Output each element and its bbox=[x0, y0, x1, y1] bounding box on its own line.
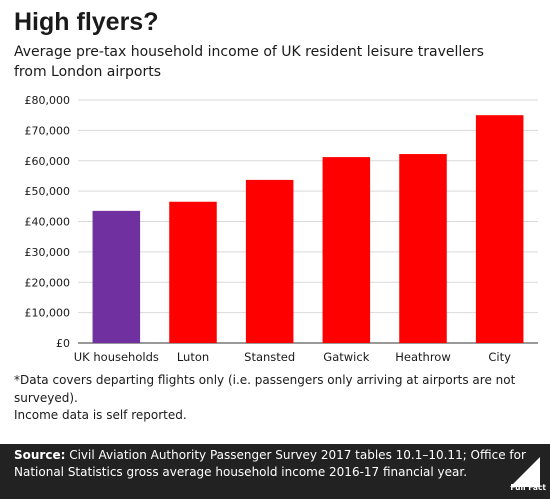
y-tick-label: £10,000 bbox=[25, 307, 71, 320]
source-line-1: Civil Aviation Authority Passenger Surve… bbox=[65, 448, 526, 462]
subtitle-line: Average pre-tax household income of UK r… bbox=[14, 44, 484, 60]
y-tick-label: £60,000 bbox=[25, 155, 71, 168]
source-text: Source: Civil Aviation Authority Passeng… bbox=[14, 447, 526, 481]
y-tick-label: £50,000 bbox=[25, 185, 71, 198]
chart-subtitle: Average pre-tax household income of UK r… bbox=[14, 42, 534, 82]
note-line: Income data is self reported. bbox=[14, 408, 187, 422]
full-fact-logo-text: Full Fact bbox=[510, 483, 546, 492]
chart-title: High flyers? bbox=[14, 8, 159, 36]
bar-luton bbox=[169, 201, 217, 343]
bar-heathrow bbox=[399, 154, 447, 343]
bar-chart: £0 £10,000 £20,000 £30,000 £40,000 £50,000 £60… bbox=[25, 94, 538, 364]
bar-gatwick bbox=[322, 157, 371, 343]
full-fact-logo-icon bbox=[510, 457, 540, 487]
source-label: Source: bbox=[14, 448, 66, 462]
bar-stansted bbox=[245, 179, 294, 343]
source-line-2: National Statistics gross average househ… bbox=[14, 465, 468, 479]
bar-uk-households bbox=[92, 210, 141, 343]
x-tick-label: Gatwick bbox=[323, 350, 369, 364]
x-tick-label: Stansted bbox=[244, 350, 295, 364]
x-tick-label: Luton bbox=[177, 350, 209, 364]
y-tick-label: £70,000 bbox=[25, 124, 71, 137]
note-line: *Data covers departing flights only (i.e… bbox=[14, 373, 516, 387]
note-line: surveyed). bbox=[14, 390, 78, 405]
y-tick-label: £40,000 bbox=[25, 216, 71, 229]
y-tick-label: £30,000 bbox=[25, 246, 71, 259]
source-line: Source: Civil Aviation Authority Passeng… bbox=[14, 447, 526, 464]
bar-city bbox=[475, 115, 524, 343]
chart-notes: *Data covers departing flights only (i.e… bbox=[14, 372, 539, 425]
subtitle-line: from London airports bbox=[14, 64, 162, 80]
y-tick-label: £80,000 bbox=[25, 94, 71, 107]
source-footer: Source: Civil Aviation Authority Passeng… bbox=[0, 444, 550, 499]
x-tick-label: City bbox=[488, 350, 511, 364]
y-tick-label: £20,000 bbox=[25, 276, 71, 289]
x-tick-label: Heathrow bbox=[395, 350, 450, 364]
x-tick-label: UK households bbox=[74, 350, 159, 364]
y-tick-label: £0 bbox=[56, 337, 70, 350]
